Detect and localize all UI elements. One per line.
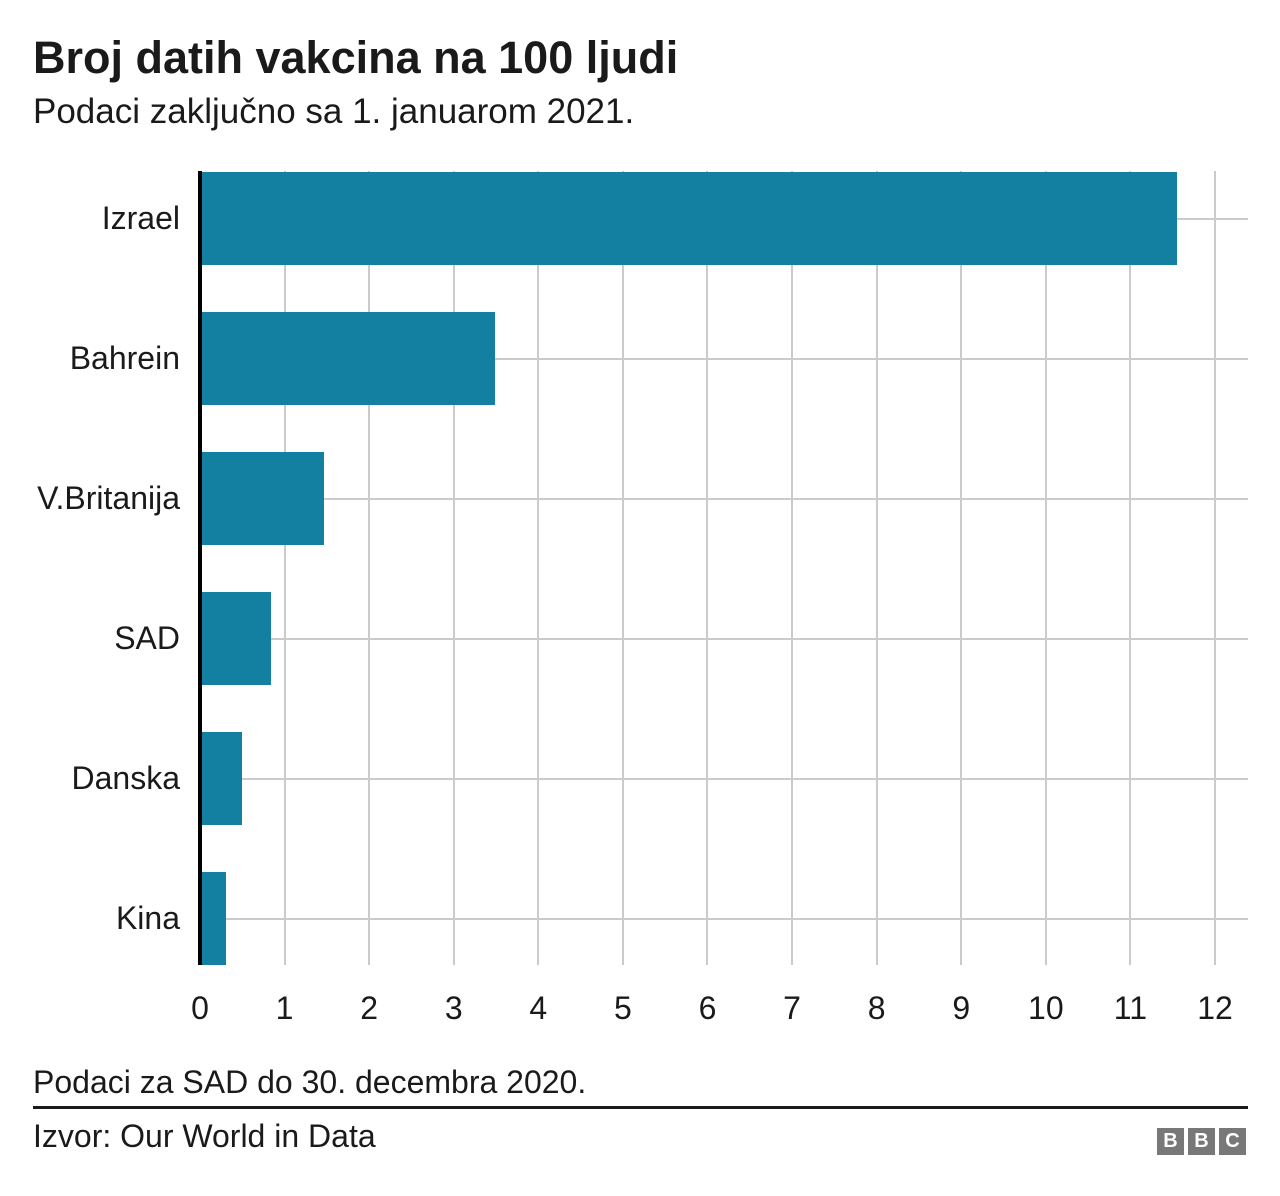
x-gridline bbox=[875, 171, 878, 965]
x-gridline bbox=[283, 171, 286, 965]
x-gridline bbox=[452, 171, 455, 965]
x-tick-label: 10 bbox=[1028, 990, 1064, 1026]
bar-izrael bbox=[200, 172, 1177, 265]
x-tick-label: 2 bbox=[360, 990, 379, 1026]
category-label: Kina bbox=[115, 900, 180, 936]
x-gridline bbox=[1129, 171, 1132, 965]
footer-divider bbox=[33, 1106, 1248, 1109]
x-tick-label: 3 bbox=[444, 990, 463, 1026]
category-gridline bbox=[200, 357, 1248, 360]
x-tick-label: 9 bbox=[952, 990, 971, 1026]
x-gridline bbox=[1044, 171, 1047, 965]
category-label: Izrael bbox=[101, 200, 180, 236]
x-gridline bbox=[1213, 171, 1216, 965]
x-gridline bbox=[960, 171, 963, 965]
chart-title: Broj datih vakcina na 100 ljudi bbox=[33, 32, 679, 83]
bbc-logo: B B C bbox=[1157, 1128, 1246, 1155]
bbc-logo-block: C bbox=[1219, 1128, 1246, 1155]
category-gridline bbox=[200, 777, 1248, 780]
x-tick-label: 11 bbox=[1113, 990, 1148, 1026]
x-gridline bbox=[368, 171, 371, 965]
bbc-logo-block: B bbox=[1157, 1128, 1184, 1155]
x-tick-label: 8 bbox=[867, 990, 886, 1026]
bar-danska bbox=[200, 732, 243, 825]
category-gridline bbox=[200, 497, 1248, 500]
x-tick-label: 12 bbox=[1197, 990, 1233, 1026]
x-gridline bbox=[621, 171, 624, 965]
chart-subtitle: Podaci zaključno sa 1. januarom 2021. bbox=[33, 92, 635, 131]
x-tick-label: 7 bbox=[783, 990, 801, 1026]
x-tick-label: 5 bbox=[614, 990, 632, 1026]
bar-kina bbox=[200, 872, 227, 965]
plot-area bbox=[198, 171, 1248, 965]
bar-sad bbox=[200, 592, 272, 685]
x-tick-label: 0 bbox=[191, 990, 209, 1026]
bbc-logo-block: B bbox=[1188, 1128, 1215, 1155]
x-gridline bbox=[706, 171, 709, 965]
category-gridline bbox=[200, 637, 1248, 640]
category-label: V.Britanija bbox=[37, 480, 180, 516]
category-label: SAD bbox=[114, 620, 180, 656]
source-credit: Izvor: Our World in Data bbox=[33, 1118, 376, 1154]
bar-bahrein bbox=[200, 312, 496, 405]
x-tick-label: 6 bbox=[698, 990, 717, 1026]
x-gridline bbox=[537, 171, 540, 965]
footnote: Podaci za SAD do 30. decembra 2020. bbox=[33, 1064, 587, 1100]
x-tick-label: 4 bbox=[529, 990, 548, 1026]
x-gridline bbox=[791, 171, 794, 965]
y-axis-line bbox=[198, 171, 202, 965]
bar-v-britanija bbox=[200, 452, 325, 545]
x-tick-label: 1 bbox=[275, 990, 294, 1026]
category-label: Danska bbox=[71, 760, 181, 796]
category-gridline bbox=[200, 917, 1248, 920]
category-label: Bahrein bbox=[69, 340, 180, 376]
